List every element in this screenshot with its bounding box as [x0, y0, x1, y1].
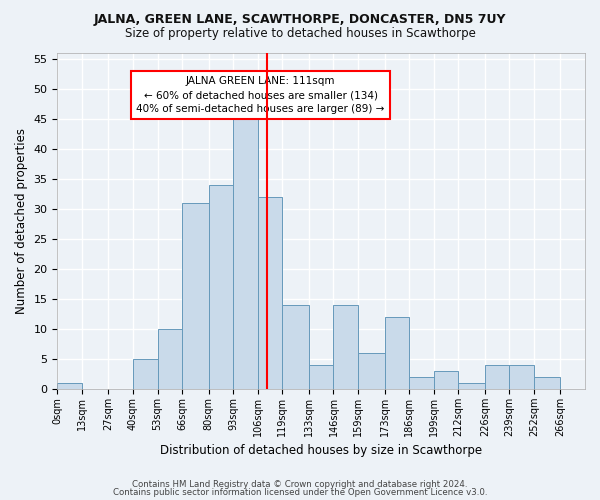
Bar [485, 365, 509, 389]
Bar [534, 377, 560, 389]
Bar [258, 196, 283, 389]
Bar [409, 377, 434, 389]
X-axis label: Distribution of detached houses by size in Scawthorpe: Distribution of detached houses by size … [160, 444, 482, 458]
Text: Size of property relative to detached houses in Scawthorpe: Size of property relative to detached ho… [125, 28, 475, 40]
Text: JALNA, GREEN LANE, SCAWTHORPE, DONCASTER, DN5 7UY: JALNA, GREEN LANE, SCAWTHORPE, DONCASTER… [94, 12, 506, 26]
Y-axis label: Number of detached properties: Number of detached properties [15, 128, 28, 314]
Text: JALNA GREEN LANE: 111sqm
← 60% of detached houses are smaller (134)
40% of semi-: JALNA GREEN LANE: 111sqm ← 60% of detach… [136, 76, 385, 114]
Bar [309, 365, 334, 389]
Text: Contains HM Land Registry data © Crown copyright and database right 2024.: Contains HM Land Registry data © Crown c… [132, 480, 468, 489]
Bar [385, 317, 409, 389]
Bar [133, 359, 158, 389]
Bar [209, 184, 233, 389]
Bar [509, 365, 534, 389]
Bar [458, 383, 485, 389]
Bar [58, 383, 82, 389]
Bar [434, 371, 458, 389]
Bar [283, 305, 309, 389]
Bar [182, 202, 209, 389]
Bar [358, 353, 385, 389]
Text: Contains public sector information licensed under the Open Government Licence v3: Contains public sector information licen… [113, 488, 487, 497]
Bar [158, 329, 182, 389]
Bar [233, 118, 258, 389]
Bar [334, 305, 358, 389]
